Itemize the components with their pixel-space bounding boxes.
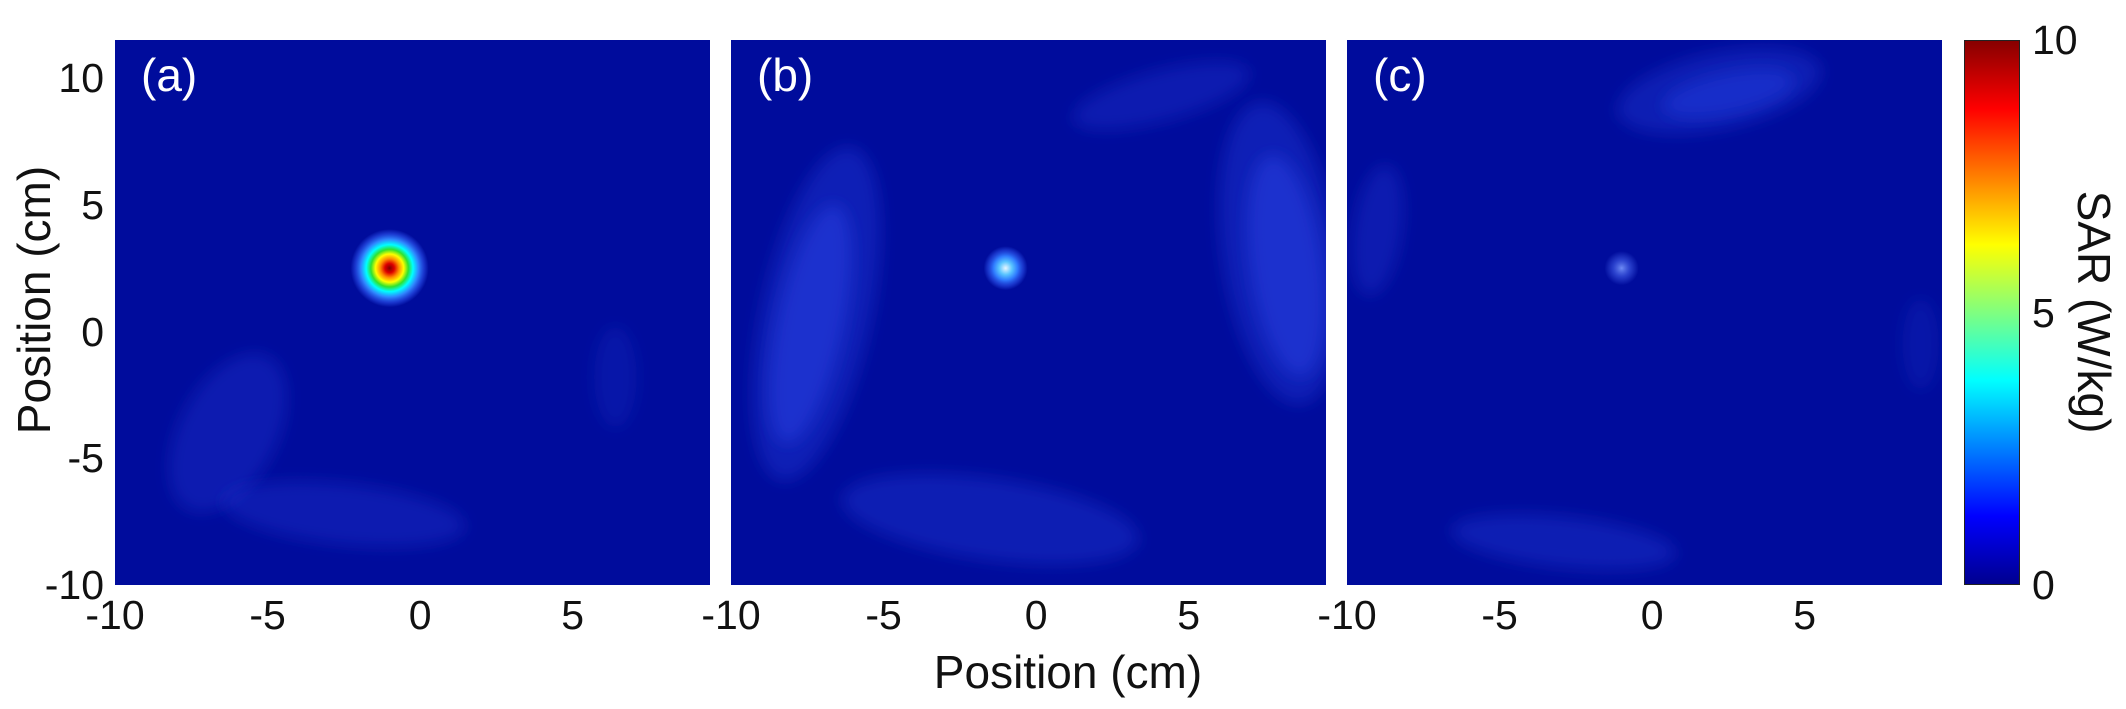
heatmap-canvas-a bbox=[115, 40, 710, 585]
colorbar bbox=[1964, 40, 2020, 585]
x-tick-label: 5 bbox=[1793, 592, 1817, 638]
sar-side-lobe bbox=[168, 353, 288, 513]
sar-side-lobe bbox=[1072, 61, 1250, 130]
sar-side-lobe bbox=[842, 473, 1139, 565]
colorbar-label: SAR (W/kg) bbox=[2068, 190, 2120, 434]
heatmap-panel-b: (b) bbox=[731, 40, 1326, 585]
y-tick-label: 0 bbox=[81, 308, 104, 355]
panel-label-c: (c) bbox=[1373, 49, 1427, 101]
sar-focal-hotspot bbox=[350, 229, 429, 308]
colorbar-tick-label: 0 bbox=[2032, 562, 2055, 608]
y-tick-label: -10 bbox=[44, 562, 104, 608]
panel-label-b: (b) bbox=[757, 49, 814, 101]
sar-side-lobe bbox=[1351, 164, 1404, 296]
sar-side-lobe bbox=[222, 481, 466, 547]
x-tick-label: 0 bbox=[1024, 592, 1048, 638]
heatmap-panel-c: (c) bbox=[1347, 40, 1942, 585]
y-tick-label: 5 bbox=[81, 181, 104, 228]
x-tick-label: -5 bbox=[1481, 592, 1518, 638]
sar-focal-hotspot bbox=[1604, 251, 1639, 286]
sar-side-lobe bbox=[1662, 68, 1795, 118]
x-tick-label: 5 bbox=[561, 592, 585, 638]
panel-label-a: (a) bbox=[141, 49, 198, 101]
x-tick-label: -10 bbox=[1317, 592, 1377, 638]
y-tick-label: -5 bbox=[67, 435, 104, 482]
sar-side-lobe bbox=[1451, 514, 1676, 570]
sar-side-lobe bbox=[1246, 155, 1326, 377]
heatmap-panel-a: (a) bbox=[115, 40, 710, 585]
x-tick-label: 5 bbox=[1177, 592, 1201, 638]
colorbar-tick-label: 10 bbox=[2032, 17, 2078, 63]
x-tick-label: -5 bbox=[865, 592, 902, 638]
sar-side-lobe bbox=[768, 204, 852, 444]
x-tick-label: -10 bbox=[701, 592, 761, 638]
colorbar-tick-label: 5 bbox=[2032, 289, 2055, 336]
sar-side-lobe bbox=[594, 326, 637, 428]
sar-side-lobe bbox=[1902, 298, 1939, 390]
x-tick-label: 0 bbox=[408, 592, 432, 638]
heatmap-canvas-c bbox=[1347, 40, 1942, 585]
x-tick-label: 0 bbox=[1640, 592, 1664, 638]
heatmap-canvas-b bbox=[731, 40, 1326, 585]
heatmap-background bbox=[1347, 40, 1942, 585]
sar-focal-hotspot bbox=[983, 246, 1028, 291]
y-tick-label: 10 bbox=[58, 55, 104, 102]
x-tick-label: -5 bbox=[249, 592, 286, 638]
x-axis-label: Position (cm) bbox=[933, 646, 1203, 698]
x-tick-label: -10 bbox=[85, 592, 145, 638]
